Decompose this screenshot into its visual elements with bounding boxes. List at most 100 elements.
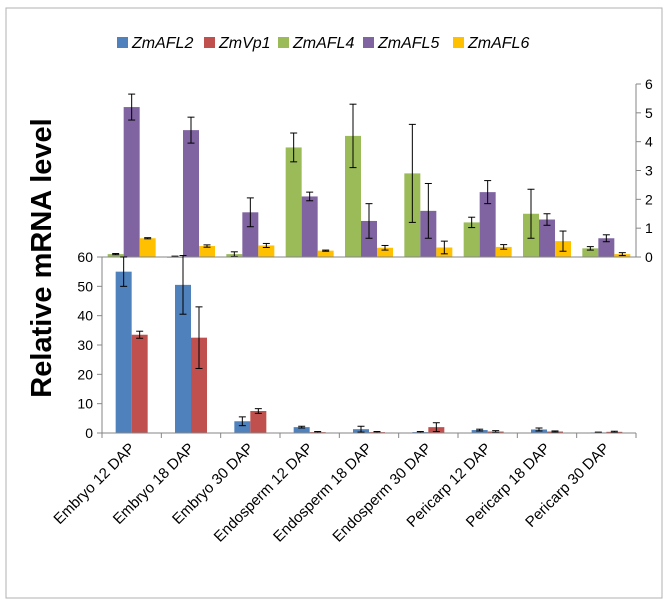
error-bar-zmvp1-embryo-30-dap [254, 408, 262, 414]
y-axis-title: Relative mRNA level [26, 118, 58, 397]
bar-zmafl5-endosperm-18-dap [361, 220, 377, 257]
error-bar-zmafl4-pericarp-12-dap [468, 216, 476, 229]
y-tick-label-left: 0 [85, 425, 93, 441]
error-bar-zmafl4-embryo-30-dap [230, 251, 238, 257]
error-bar-zmafl4-endosperm-18-dap [349, 103, 357, 169]
error-bar-zmafl5-pericarp-12-dap [484, 180, 492, 205]
panel-left: 0 10 20 30 40 50 60 [77, 249, 636, 441]
error-bar-zmafl5-embryo-12-dap [128, 93, 136, 121]
error-bar-zmafl6-embryo-12-dap [144, 237, 152, 240]
bar-zmafl2-embryo-30-dap [234, 421, 251, 433]
legend-swatch-zmafl2 [117, 37, 128, 48]
error-bar-zmafl2-endosperm-12-dap [298, 425, 306, 429]
error-bar-zmvp1-embryo-18-dap [195, 306, 203, 369]
legend-swatch-zmafl4 [278, 37, 289, 48]
legend-label-zmafl4: ZmAFL4 [292, 35, 354, 52]
bar-zmafl5-embryo-18-dap [183, 130, 199, 257]
y-tick-label-left: 30 [77, 337, 93, 353]
error-bar-zmafl5-embryo-18-dap [187, 116, 195, 144]
y-tick-label-left: 20 [77, 366, 93, 382]
bar-zmafl2-endosperm-12-dap [293, 427, 310, 433]
error-bar-zmafl6-endosperm-18-dap [381, 244, 389, 251]
legend-label-zmafl6: ZmAFL6 [467, 35, 529, 52]
bar-zmafl6-endosperm-12-dap [317, 250, 334, 257]
y-tick-label-right: 2 [645, 191, 653, 207]
error-bar-zmafl2-endosperm-18-dap [357, 425, 365, 433]
bar-zmafl6-endosperm-18-dap [377, 247, 393, 257]
bar-zmafl6-embryo-12-dap [139, 238, 156, 257]
error-bar-zmafl5-pericarp-18-dap [543, 213, 551, 226]
series-zmafl4 [107, 103, 599, 258]
error-bar-zmafl5-pericarp-30-dap [602, 234, 610, 243]
error-bar-zmafl4-pericarp-30-dap [586, 246, 594, 251]
error-bar-zmvp1-embryo-12-dap [136, 330, 144, 339]
y-tick-label-left: 60 [77, 249, 93, 265]
bar-zmafl5-pericarp-30-dap [598, 238, 615, 257]
error-bar-zmvp1-endosperm-30-dap [432, 422, 440, 433]
bar-zmafl4-endosperm-12-dap [285, 147, 302, 257]
legend-swatch-zmafl5 [363, 37, 374, 48]
bar-zmafl4-pericarp-12-dap [463, 222, 480, 257]
bar-zmafl6-pericarp-12-dap [495, 246, 512, 257]
error-bar-zmafl6-pericarp-18-dap [559, 230, 567, 252]
bar-zmvp1-embryo-18-dap [191, 337, 207, 433]
bar-zmafl2-embryo-18-dap [175, 284, 191, 433]
legend-label-zmafl5: ZmAFL5 [377, 35, 439, 52]
error-bar-zmvp1-pericarp-12-dap [492, 430, 500, 433]
error-bar-zmafl6-embryo-18-dap [203, 244, 211, 248]
error-bar-zmafl4-endosperm-30-dap [408, 123, 416, 223]
bar-zmvp1-embryo-12-dap [131, 334, 148, 433]
series-zmafl5 [123, 93, 615, 257]
y-tick-label-left: 40 [77, 308, 93, 324]
error-bar-zmafl5-endosperm-12-dap [306, 191, 314, 202]
bar-zmafl5-pericarp-12-dap [479, 192, 496, 257]
y-tick-label-right: 3 [645, 163, 653, 179]
bar-zmafl6-embryo-30-dap [258, 245, 275, 257]
bar-zmafl4-pericarp-30-dap [582, 248, 599, 257]
bar-zmafl5-endosperm-12-dap [301, 196, 318, 257]
legend-label-zmvp1: ZmVp1 [218, 35, 271, 52]
error-bar-zmafl5-embryo-30-dap [246, 197, 254, 228]
legend-item-zmafl5: ZmAFL5 [363, 35, 439, 52]
error-bar-zmafl2-embryo-12-dap [120, 256, 128, 287]
y-tick-label-left: 50 [77, 278, 93, 294]
legend-item-zmafl6: ZmAFL6 [453, 35, 529, 52]
error-bar-zmafl2-embryo-18-dap [179, 255, 187, 315]
y-tick-label-right: 6 [645, 76, 653, 92]
legend-label-zmafl2: ZmAFL2 [131, 35, 193, 52]
series-zmafl6 [139, 230, 631, 257]
error-bar-zmafl4-pericarp-18-dap [527, 188, 535, 239]
error-bar-zmafl4-endosperm-12-dap [290, 132, 298, 163]
legend-swatch-zmafl6 [453, 37, 464, 48]
bar-zmafl4-embryo-12-dap [107, 254, 124, 257]
y-tick-label-left: 10 [77, 396, 93, 412]
error-bar-zmafl5-endosperm-30-dap [424, 182, 432, 239]
chart-border [5, 7, 663, 599]
y-tick-label-right: 4 [645, 134, 653, 150]
bar-zmafl5-embryo-12-dap [123, 107, 140, 257]
bar-zmafl5-pericarp-18-dap [539, 219, 555, 257]
error-bar-zmvp1-pericarp-30-dap [610, 430, 618, 433]
legend-item-zmafl4: ZmAFL4 [278, 35, 354, 52]
error-bar-zmafl6-embryo-30-dap [262, 242, 270, 248]
bar-zmafl2-pericarp-12-dap [471, 430, 488, 433]
legend-item-zmvp1: ZmVp1 [204, 35, 271, 52]
error-bar-zmafl2-pericarp-18-dap [535, 427, 543, 432]
y-tick-label-right: 5 [645, 105, 653, 121]
bar-zmafl6-embryo-18-dap [199, 246, 215, 257]
legend-item-zmafl2: ZmAFL2 [117, 35, 193, 52]
error-bar-zmafl6-pericarp-30-dap [618, 252, 626, 257]
y-tick-label-right: 0 [645, 249, 653, 265]
error-bar-zmafl5-endosperm-18-dap [365, 203, 373, 239]
series-zmvp1 [131, 306, 623, 434]
error-bar-zmafl2-pericarp-12-dap [476, 428, 484, 432]
error-bar-zmafl6-endosperm-12-dap [322, 249, 330, 252]
y-tick-label-right: 1 [645, 220, 653, 236]
error-bar-zmafl2-embryo-30-dap [238, 416, 246, 427]
legend: ZmAFL2 ZmVp1 ZmAFL4 ZmAFL5 ZmAFL6 [117, 35, 529, 52]
legend-swatch-zmvp1 [204, 37, 215, 48]
error-bar-zmafl4-embryo-12-dap [112, 253, 120, 256]
panel-right: 0 1 2 3 4 5 6 [102, 76, 653, 265]
